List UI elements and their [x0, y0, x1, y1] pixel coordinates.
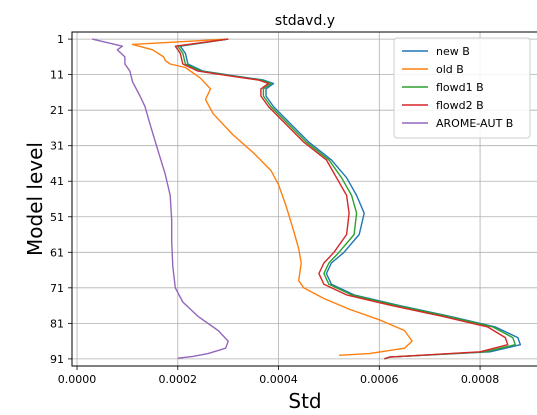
- legend: new B old B flowd1 B flowd2 B AROME-AUT B: [393, 37, 531, 139]
- legend-label: AROME-AUT B: [436, 117, 513, 130]
- plot-frame: [71, 31, 537, 367]
- legend-label: flowd2 B: [436, 99, 484, 112]
- y-tick-label: 81: [50, 317, 64, 330]
- chart-title: stdavd.y: [275, 13, 335, 29]
- x-tick-label: 0.0000: [58, 373, 97, 386]
- x-tick-label: 0.0004: [259, 373, 298, 386]
- y-tick-label: 71: [50, 282, 64, 295]
- y-tick-label: 41: [50, 175, 64, 188]
- legend-label: flowd1 B: [436, 81, 484, 94]
- series-line-arome-aut-b: [92, 38, 229, 359]
- y-tick-label: 51: [50, 211, 64, 224]
- legend-label: old B: [436, 63, 464, 76]
- x-tick-label: 0.0006: [360, 373, 399, 386]
- grid-lines: [72, 32, 537, 366]
- y-tick-label: 1: [57, 33, 64, 46]
- y-tick-label: 61: [50, 246, 64, 259]
- y-tick-label: 11: [50, 69, 64, 82]
- y-tick-label: 31: [50, 140, 64, 153]
- series-line-flowd2-b: [174, 38, 509, 360]
- x-tick-label: 0.0008: [461, 373, 500, 386]
- x-axis-label: Std: [288, 389, 321, 413]
- legend-box: [393, 37, 531, 139]
- series-layer: [92, 38, 522, 360]
- legend-label: new B: [436, 45, 470, 58]
- y-axis-label: Model level: [23, 142, 47, 256]
- y-tick-label: 21: [50, 104, 64, 117]
- x-axis-ticks: 0.0000 0.0002 0.0004 0.0006 0.0008: [58, 366, 500, 386]
- y-tick-label: 91: [50, 353, 64, 366]
- series-line-old-b: [131, 38, 413, 356]
- x-tick-label: 0.0002: [159, 373, 198, 386]
